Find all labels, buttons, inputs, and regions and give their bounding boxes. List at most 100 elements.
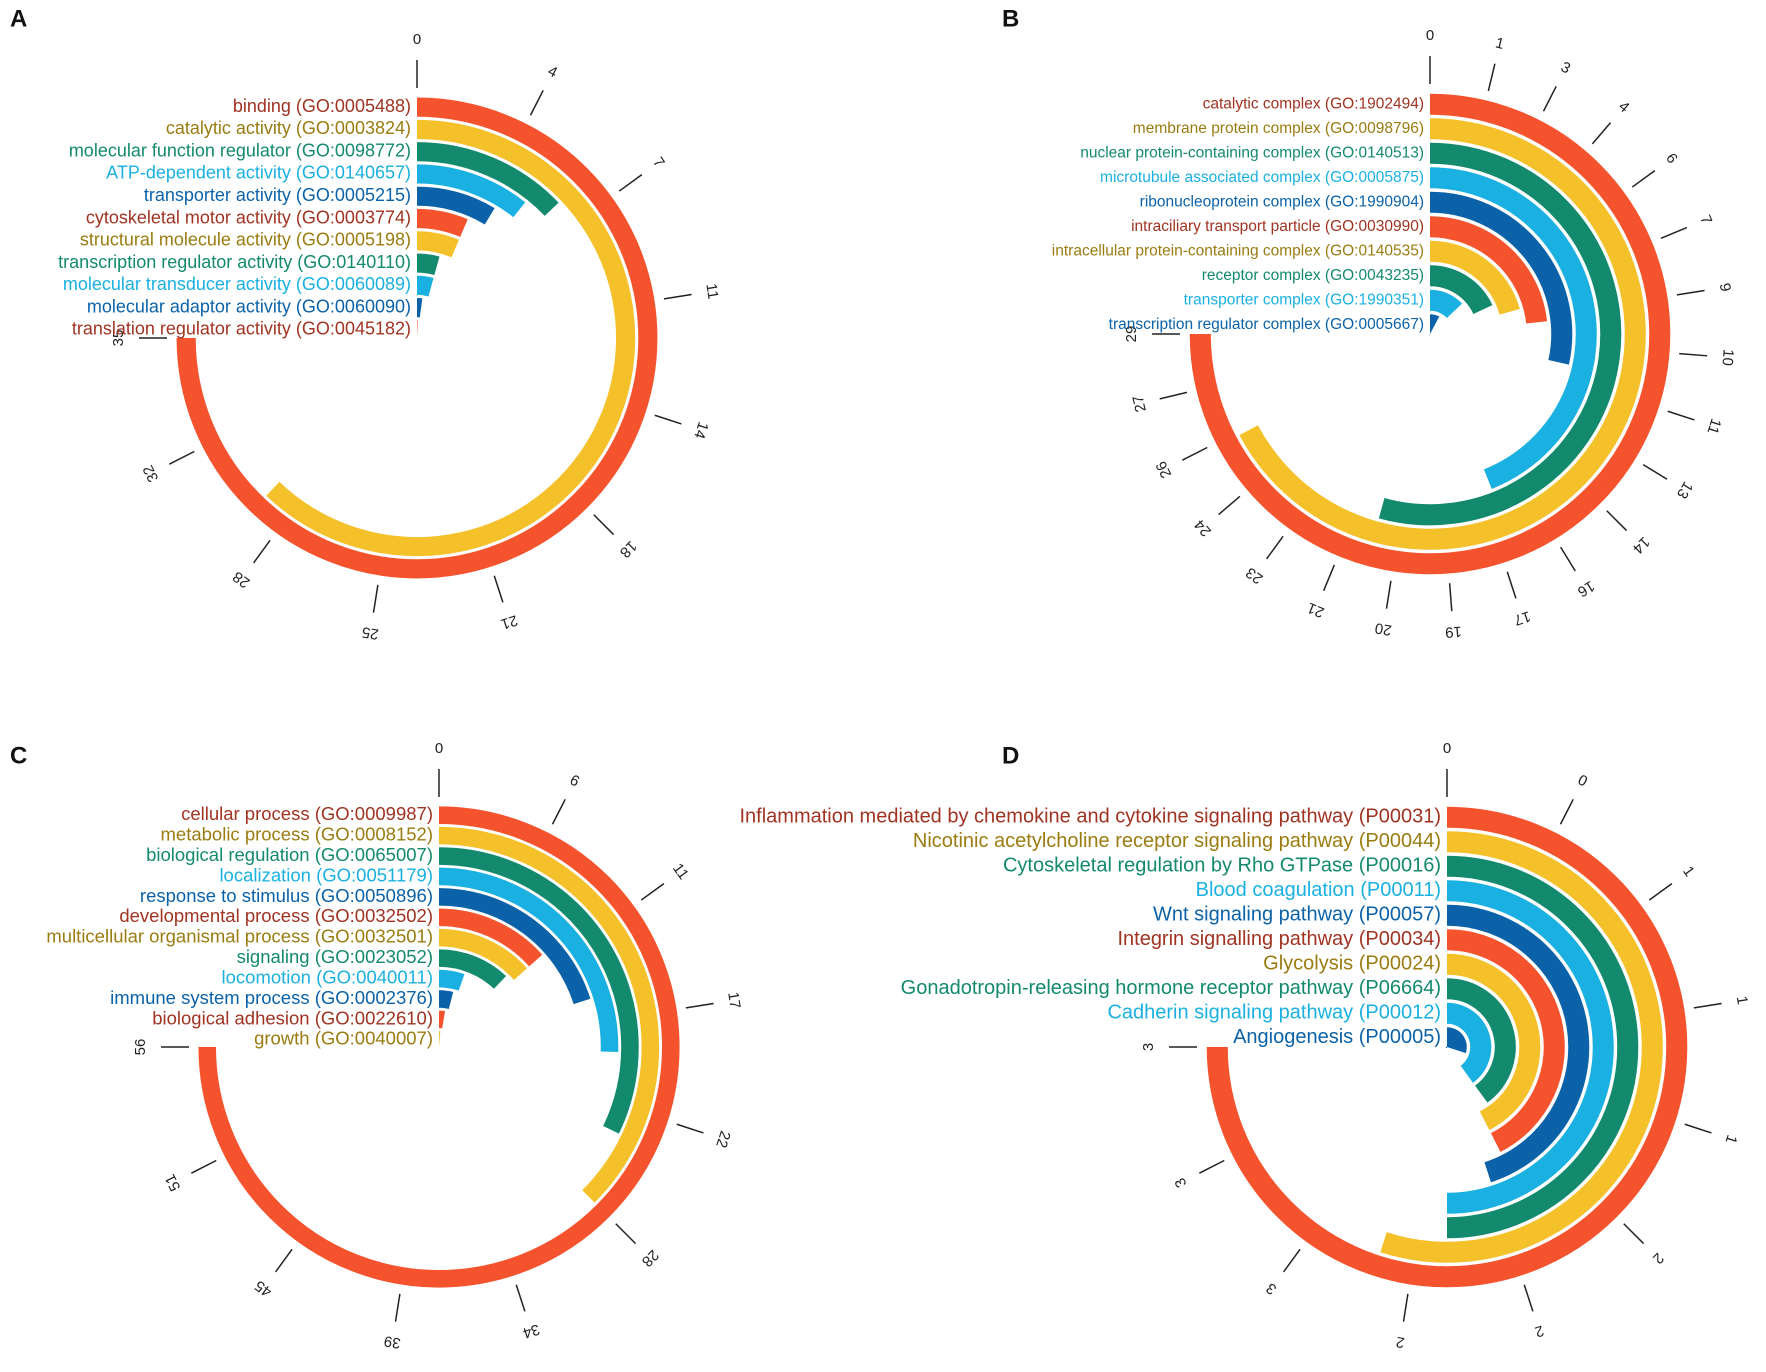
panel: B0 1346791011131416171920212324262729cata…	[1002, 5, 1737, 640]
tick-label: 20	[1374, 619, 1393, 638]
tick-label: 2	[1395, 1333, 1406, 1351]
tick-mark	[1606, 510, 1628, 532]
category-label: molecular transducer activity (GO:006008…	[63, 274, 411, 294]
tick-mark	[1559, 546, 1576, 572]
tick-label: 11	[1703, 416, 1724, 436]
tick-mark	[1660, 226, 1688, 240]
tick-label: 3	[1263, 1279, 1280, 1298]
tick-label: 26	[1153, 458, 1176, 481]
tick-mark	[1559, 798, 1574, 825]
tick-label: 13	[1673, 478, 1696, 501]
tick-mark	[1684, 1123, 1712, 1134]
bar	[1446, 1002, 1492, 1083]
category-label: transcription regulator complex (GO:0005…	[1109, 316, 1424, 333]
tick-label: 7	[649, 154, 668, 171]
tick-label: 23	[1243, 564, 1266, 588]
tick-mark	[551, 798, 566, 825]
bar	[1446, 904, 1590, 1183]
category-label: locomotion (GO:0040011)	[222, 966, 434, 987]
bar	[1445, 1027, 1467, 1054]
tick-label: 1	[1494, 34, 1506, 52]
bar	[1446, 929, 1565, 1152]
bar	[1446, 978, 1516, 1103]
bar	[438, 908, 543, 967]
tick-label: 6	[1662, 150, 1681, 167]
category-label: catalytic complex (GO:1902494)	[1203, 95, 1424, 112]
panel-label: A	[10, 5, 27, 32]
bar	[1429, 191, 1573, 365]
tick-mark	[168, 450, 195, 465]
bar	[1378, 142, 1622, 526]
bar	[438, 928, 528, 981]
bar	[416, 186, 495, 225]
tick-label: 14	[690, 420, 711, 441]
panel-label: D	[1002, 742, 1019, 769]
category-label: molecular function regulator (GO:0098772…	[69, 140, 411, 160]
tick-label: 7	[1696, 213, 1715, 227]
bar	[416, 208, 468, 238]
category-label: binding (GO:0005488)	[233, 96, 411, 116]
tick-mark	[1506, 571, 1517, 599]
category-label: immune system process (GO:0002376)	[110, 987, 433, 1008]
tick-label: 1	[1679, 863, 1698, 880]
panel: A 0 4 7 11 14 18 21 25 28 32 35 binding (GO:0005488)…	[10, 5, 721, 642]
tick-label: 39	[383, 1332, 402, 1351]
category-label: cytoskeletal motor activity (GO:0003774)	[86, 207, 411, 227]
bar	[1429, 167, 1597, 489]
tick-mark	[529, 89, 544, 116]
tick-label: 4	[545, 63, 560, 82]
tick-mark	[1642, 463, 1668, 480]
tick-label: 24	[1191, 516, 1215, 540]
tick-mark	[676, 1123, 704, 1134]
tick-mark	[654, 414, 682, 425]
bar	[438, 969, 465, 991]
category-label: ATP-dependent activity (GO:0140657)	[106, 163, 411, 183]
tick-mark	[1542, 85, 1557, 112]
category-label: translation regulator activity (GO:00451…	[72, 319, 411, 339]
category-label: membrane protein complex (GO:0098796)	[1133, 120, 1424, 137]
bar	[416, 231, 459, 258]
tick-label: 11	[669, 860, 692, 883]
tick-mark	[1265, 535, 1284, 560]
bar	[1446, 953, 1541, 1131]
bar	[1429, 265, 1493, 315]
tick-label: 0	[435, 740, 443, 757]
tick-label: 0	[1575, 772, 1590, 791]
category-label: Angiogenesis (P00005)	[1233, 1026, 1441, 1048]
category-label: Cytoskeletal regulation by Rho GTPase (P…	[1003, 855, 1441, 877]
tick-label: 11	[702, 282, 721, 300]
bar	[438, 847, 639, 1134]
tick-label: 21	[1305, 599, 1327, 621]
panel-label: B	[1002, 5, 1019, 32]
category-label: structural molecule activity (GO:0005198…	[80, 230, 411, 250]
tick-mark	[1631, 169, 1656, 188]
bar	[1206, 806, 1688, 1288]
category-label: microtubule associated complex (GO:00058…	[1100, 169, 1424, 186]
tick-label: 2	[1533, 1322, 1546, 1341]
tick-mark	[1159, 391, 1188, 400]
tick-label: 0	[1443, 740, 1451, 757]
tick-label: 17	[1512, 607, 1533, 628]
tick-mark	[274, 1248, 293, 1273]
tick-label: 3	[1558, 59, 1573, 78]
category-label: Wnt signaling pathway (P00057)	[1153, 904, 1441, 926]
category-label: growth (GO:0040007)	[254, 1028, 433, 1049]
bar	[1239, 118, 1646, 550]
tick-label: 19	[1444, 622, 1462, 640]
category-label: receptor complex (GO:0043235)	[1202, 267, 1424, 284]
bar	[438, 826, 660, 1203]
tick-mark	[1402, 1293, 1409, 1322]
tick-label: 22	[712, 1129, 733, 1150]
bar	[176, 97, 658, 579]
tick-label: 34	[521, 1320, 542, 1341]
category-label: multicellular organismal process (GO:003…	[46, 926, 433, 947]
tick-label: 28	[638, 1246, 662, 1270]
tick-mark	[1198, 1159, 1225, 1174]
tick-label: 2	[1649, 1249, 1667, 1267]
tick-mark	[1693, 1002, 1722, 1009]
category-label: transporter complex (GO:1990351)	[1184, 291, 1424, 308]
panel: D 0 0 1 1 1 2 2 2 3 3 3 Inflammation mediated by che…	[739, 740, 1750, 1351]
category-label: nuclear protein-containing complex (GO:0…	[1080, 144, 1424, 161]
tick-label: 16	[1574, 577, 1597, 600]
tick-mark	[640, 882, 665, 901]
